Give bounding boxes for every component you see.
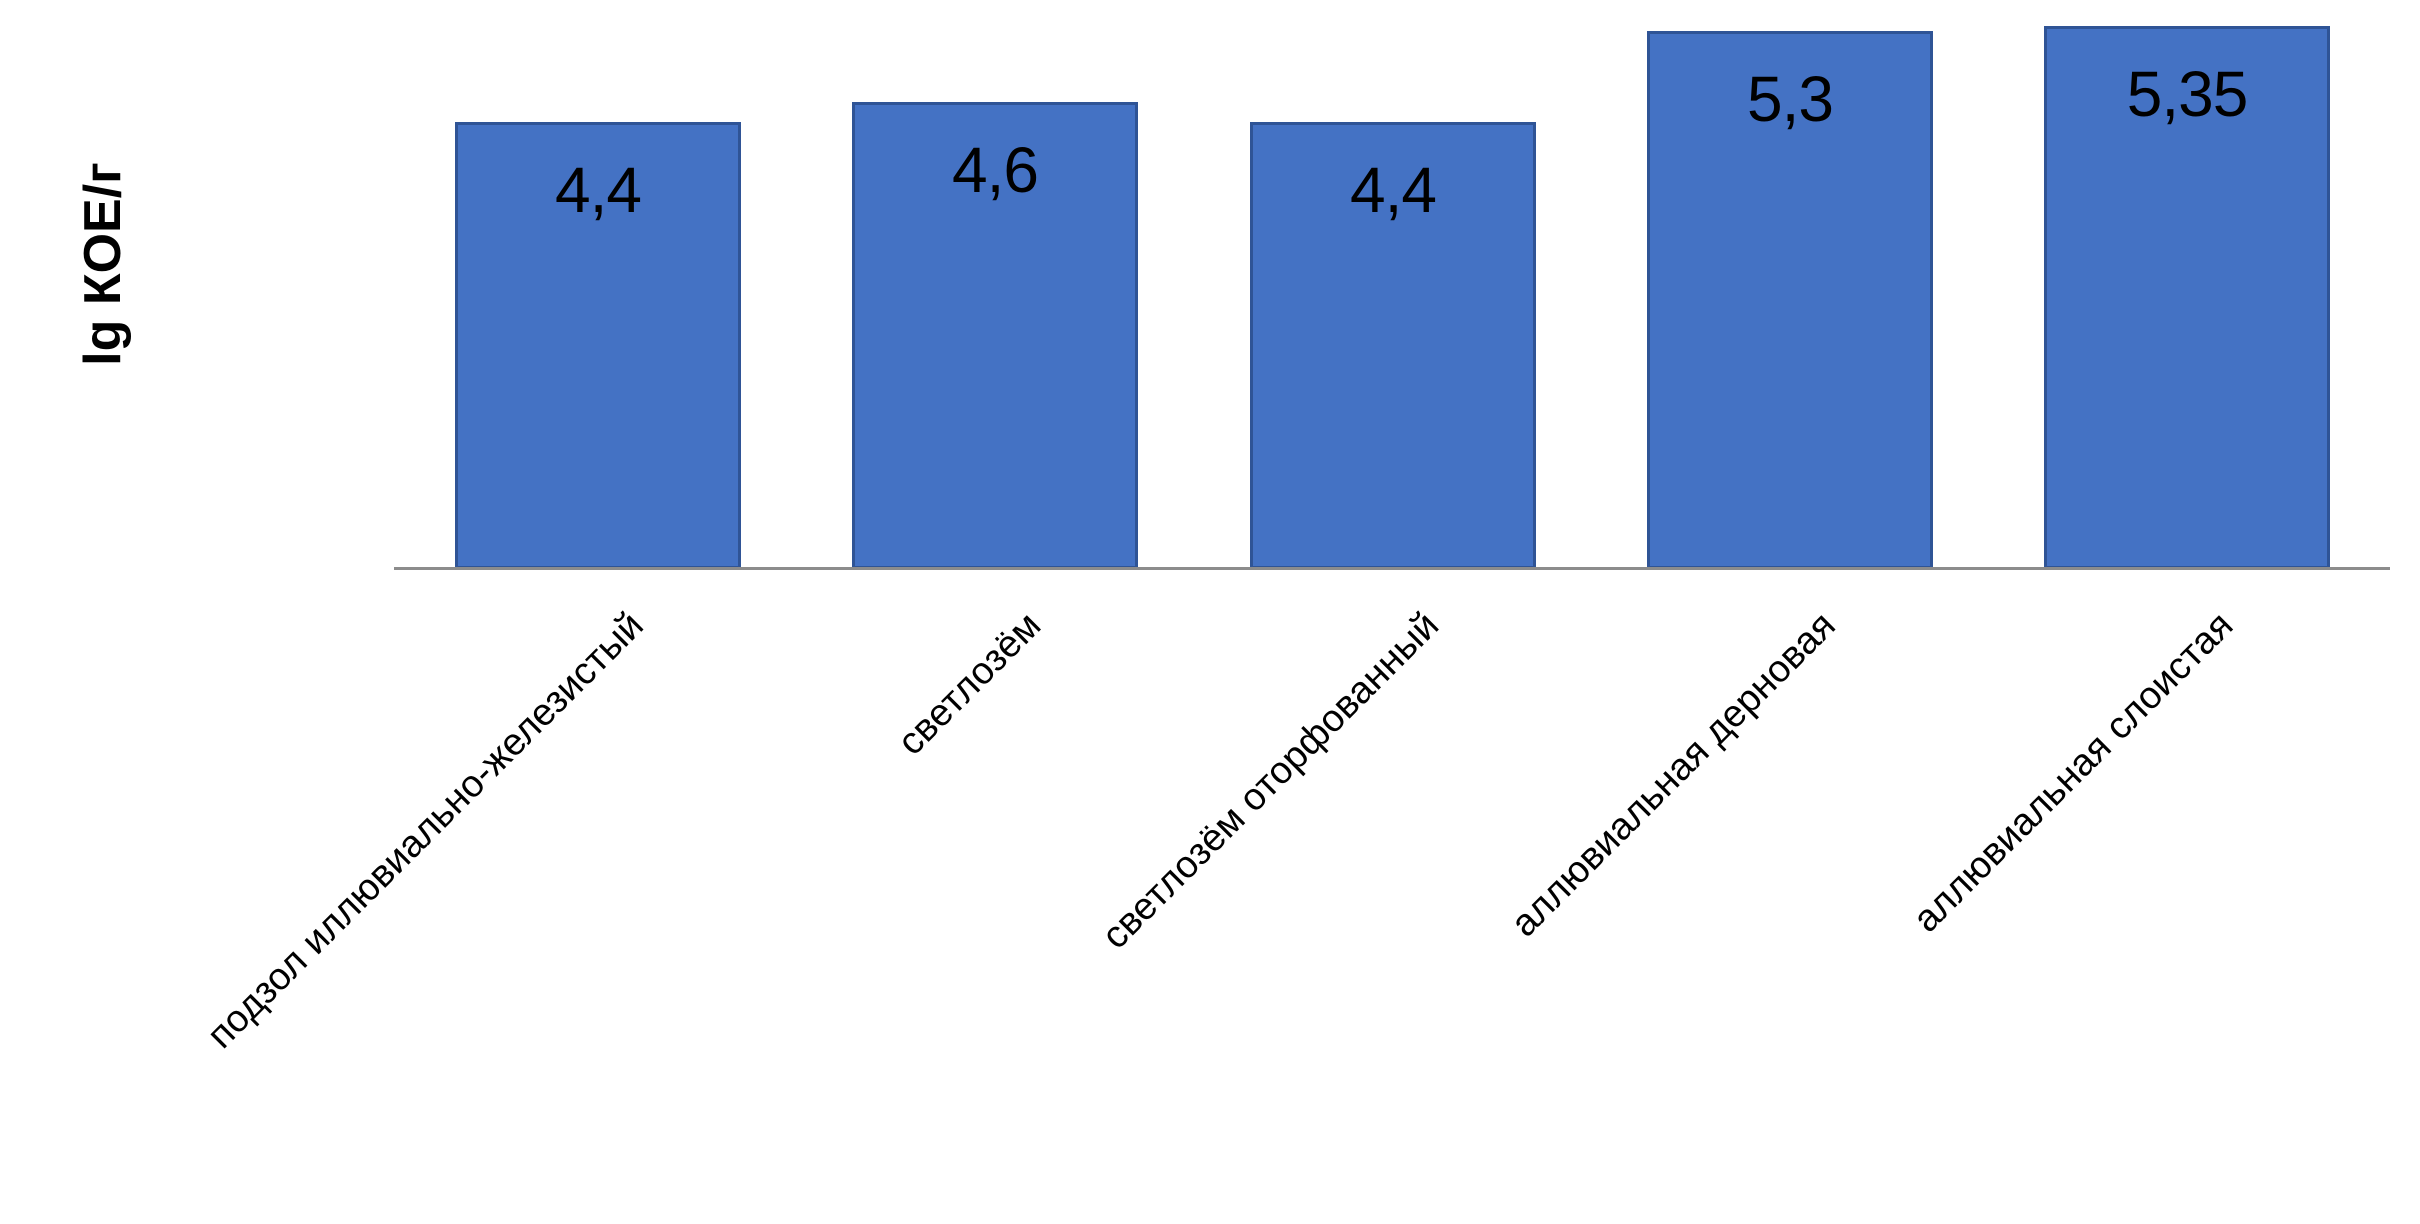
y-axis-label: lg КОЕ/г	[74, 162, 132, 366]
category-label: подзол иллювиально-железистый	[199, 604, 652, 1057]
category-label: светлозём	[889, 604, 1049, 764]
category-label: аллювиальная дерновая	[1503, 604, 1844, 945]
category-label: аллювиальная слоистая	[1904, 604, 2241, 941]
bar-value-label: 5,3	[1747, 63, 1834, 135]
bar	[1250, 122, 1536, 569]
bar-value-label: 5,35	[2126, 58, 2249, 130]
bar-value-label: 4,6	[952, 134, 1039, 206]
bar	[455, 122, 741, 569]
x-axis-line	[394, 567, 2390, 570]
bar	[2044, 26, 2330, 569]
category-label: светлозём оторфованный	[1094, 604, 1447, 958]
bar	[1647, 31, 1933, 569]
bar-value-label: 4,4	[555, 154, 642, 226]
bar-value-label: 4,4	[1350, 154, 1437, 226]
